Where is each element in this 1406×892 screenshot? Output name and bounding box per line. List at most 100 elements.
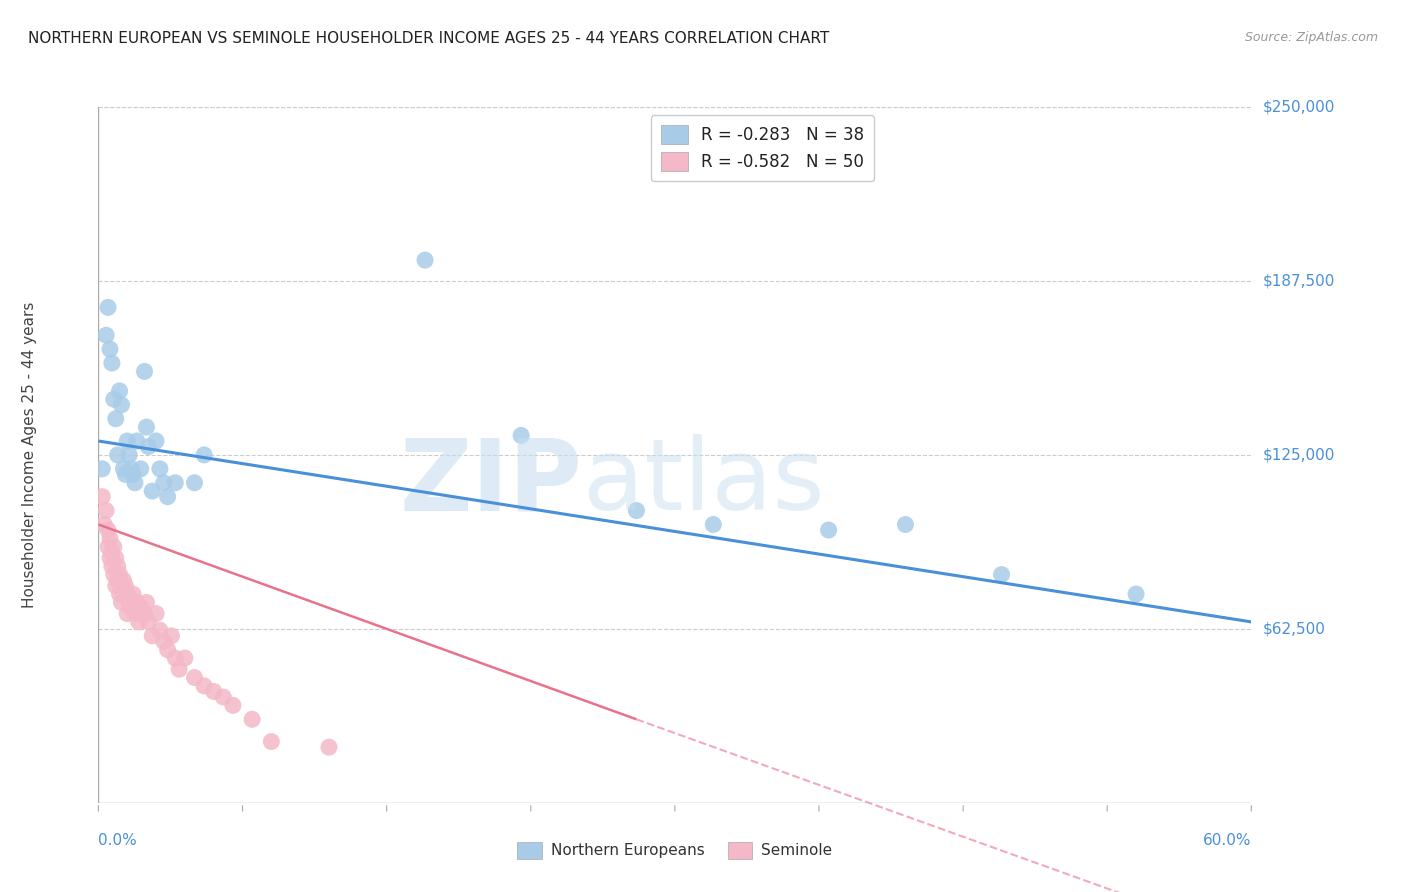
Point: [193, 448, 215, 462]
Point: [817, 523, 839, 537]
Text: Source: ZipAtlas.com: Source: ZipAtlas.com: [1244, 31, 1378, 45]
Point: [183, 475, 205, 490]
Point: [104, 550, 127, 565]
Point: [107, 448, 129, 462]
Point: [120, 462, 142, 476]
Point: [114, 467, 136, 482]
Point: [134, 364, 156, 378]
Point: [120, 601, 142, 615]
Point: [626, 503, 648, 517]
Point: [94, 328, 117, 343]
Point: [413, 253, 436, 268]
Point: [156, 642, 179, 657]
Point: [135, 420, 157, 434]
Point: [510, 428, 533, 442]
Point: [260, 734, 283, 748]
Point: [156, 490, 179, 504]
Point: [141, 484, 163, 499]
Point: [125, 434, 148, 448]
Point: [110, 579, 132, 593]
Point: [117, 607, 138, 621]
Point: [114, 579, 136, 593]
Point: [202, 684, 225, 698]
Point: [318, 740, 340, 755]
Point: [222, 698, 245, 713]
Point: [174, 651, 197, 665]
Text: Householder Income Ages 25 - 44 years: Householder Income Ages 25 - 44 years: [21, 301, 37, 608]
Point: [145, 607, 167, 621]
Point: [122, 467, 145, 482]
Text: 60.0%: 60.0%: [1204, 833, 1251, 848]
Point: [97, 523, 120, 537]
Text: 0.0%: 0.0%: [98, 833, 138, 848]
Point: [101, 545, 124, 559]
Point: [110, 595, 132, 609]
Point: [97, 301, 120, 315]
Text: NORTHERN EUROPEAN VS SEMINOLE HOUSEHOLDER INCOME AGES 25 - 44 YEARS CORRELATION : NORTHERN EUROPEAN VS SEMINOLE HOUSEHOLDE…: [28, 31, 830, 46]
Point: [894, 517, 917, 532]
Point: [104, 411, 127, 425]
Point: [117, 587, 138, 601]
Point: [183, 671, 205, 685]
Point: [117, 434, 138, 448]
Point: [124, 607, 146, 621]
Point: [104, 579, 127, 593]
Point: [138, 440, 160, 454]
Point: [98, 342, 121, 356]
Point: [1125, 587, 1147, 601]
Point: [165, 475, 187, 490]
Point: [212, 690, 235, 704]
Point: [129, 462, 152, 476]
Point: [97, 540, 120, 554]
Point: [165, 651, 187, 665]
Point: [141, 629, 163, 643]
Point: [108, 567, 131, 582]
Point: [118, 448, 141, 462]
Text: $187,500: $187,500: [1263, 274, 1334, 288]
Point: [98, 532, 121, 546]
Point: [112, 573, 135, 587]
Text: $62,500: $62,500: [1263, 622, 1326, 636]
Point: [149, 624, 172, 638]
Text: $250,000: $250,000: [1263, 100, 1334, 114]
Text: atlas: atlas: [582, 434, 824, 532]
Point: [149, 462, 172, 476]
Point: [103, 567, 125, 582]
Point: [152, 634, 174, 648]
Point: [134, 607, 156, 621]
Point: [91, 462, 114, 476]
Point: [129, 601, 152, 615]
Point: [160, 629, 183, 643]
Point: [110, 398, 132, 412]
Point: [93, 517, 115, 532]
Point: [167, 662, 190, 676]
Point: [135, 595, 157, 609]
Point: [990, 567, 1012, 582]
Point: [103, 392, 125, 407]
Point: [240, 712, 263, 726]
Point: [125, 595, 148, 609]
Point: [124, 475, 146, 490]
Point: [702, 517, 724, 532]
Point: [103, 540, 125, 554]
Point: [112, 462, 135, 476]
Text: ZIP: ZIP: [399, 434, 582, 532]
Point: [107, 559, 129, 574]
Point: [94, 503, 117, 517]
Point: [91, 490, 114, 504]
Point: [145, 434, 167, 448]
Point: [193, 679, 215, 693]
Point: [122, 587, 145, 601]
Point: [118, 595, 141, 609]
Point: [128, 615, 150, 629]
Point: [107, 573, 129, 587]
Point: [138, 615, 160, 629]
Text: $125,000: $125,000: [1263, 448, 1334, 462]
Point: [108, 587, 131, 601]
Point: [101, 559, 124, 574]
Point: [98, 550, 121, 565]
Point: [152, 475, 174, 490]
Point: [101, 356, 124, 370]
Point: [108, 384, 131, 398]
Legend: Northern Europeans, Seminole: Northern Europeans, Seminole: [512, 836, 838, 864]
